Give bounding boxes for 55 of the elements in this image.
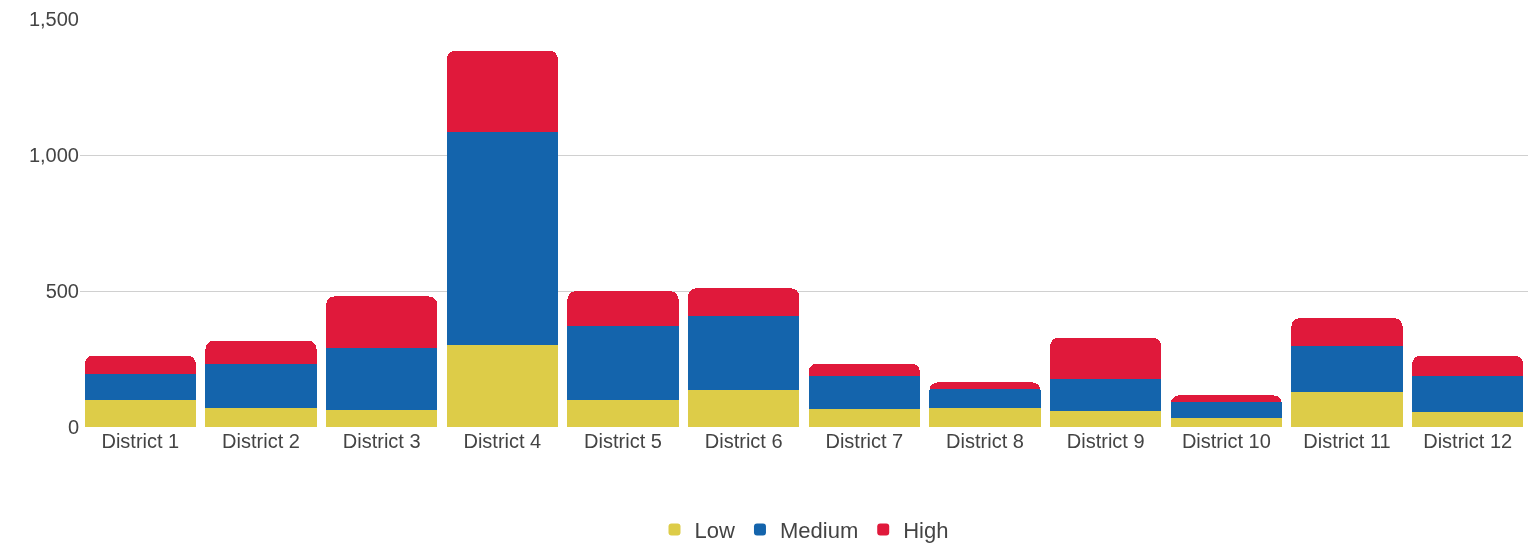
bar xyxy=(446,50,558,132)
x-tick-label: District 8 xyxy=(946,430,1024,452)
legend-label: High xyxy=(903,517,949,543)
bar xyxy=(446,344,558,427)
bar xyxy=(84,355,196,374)
bar xyxy=(808,363,920,376)
bar xyxy=(688,390,800,427)
bar xyxy=(205,408,317,427)
bar xyxy=(1412,375,1524,413)
x-tick-label: District 9 xyxy=(1066,430,1145,452)
x-tick-label: District 2 xyxy=(222,430,300,452)
bar xyxy=(567,326,679,401)
x-tick-label: District 11 xyxy=(1303,430,1391,452)
bar xyxy=(446,131,558,345)
bar xyxy=(929,408,1041,427)
bar xyxy=(205,340,317,364)
bar xyxy=(929,389,1041,409)
bar xyxy=(84,400,196,427)
bar xyxy=(84,373,196,401)
x-tick-label: District 6 xyxy=(704,430,783,452)
x-tick-label: District 4 xyxy=(463,430,542,452)
y-tick-label: 1,000 xyxy=(28,144,79,166)
bar xyxy=(1050,411,1162,427)
bar xyxy=(1170,418,1282,427)
bar xyxy=(326,296,438,348)
x-tick-label: District 5 xyxy=(584,430,662,452)
x-tick-label: District 1 xyxy=(101,430,180,452)
bar xyxy=(688,316,800,391)
bar xyxy=(1050,379,1162,412)
bar xyxy=(808,409,920,427)
bar xyxy=(1412,355,1524,376)
bar xyxy=(1170,395,1282,403)
y-tick-label: 1,500 xyxy=(28,8,79,30)
bar xyxy=(1050,337,1162,380)
bar xyxy=(929,382,1041,390)
bar xyxy=(326,410,438,427)
bar xyxy=(1291,392,1403,427)
legend-label: Medium xyxy=(779,517,859,543)
bar xyxy=(567,400,679,427)
x-tick-label: District 7 xyxy=(825,430,904,452)
bar xyxy=(1412,412,1524,427)
bar xyxy=(688,288,800,317)
x-tick-label: District 12 xyxy=(1423,430,1513,452)
y-tick-label: 0 xyxy=(67,416,79,438)
bar xyxy=(1291,318,1403,346)
x-tick-label: District 3 xyxy=(342,430,421,452)
x-tick-label: District 10 xyxy=(1181,430,1271,452)
bar xyxy=(808,375,920,410)
legend-label: Low xyxy=(694,517,735,543)
bar xyxy=(1170,402,1282,419)
bar xyxy=(326,347,438,411)
bar xyxy=(205,363,317,409)
bar xyxy=(567,291,679,327)
bar xyxy=(1291,345,1403,393)
y-tick-label: 500 xyxy=(45,280,79,302)
